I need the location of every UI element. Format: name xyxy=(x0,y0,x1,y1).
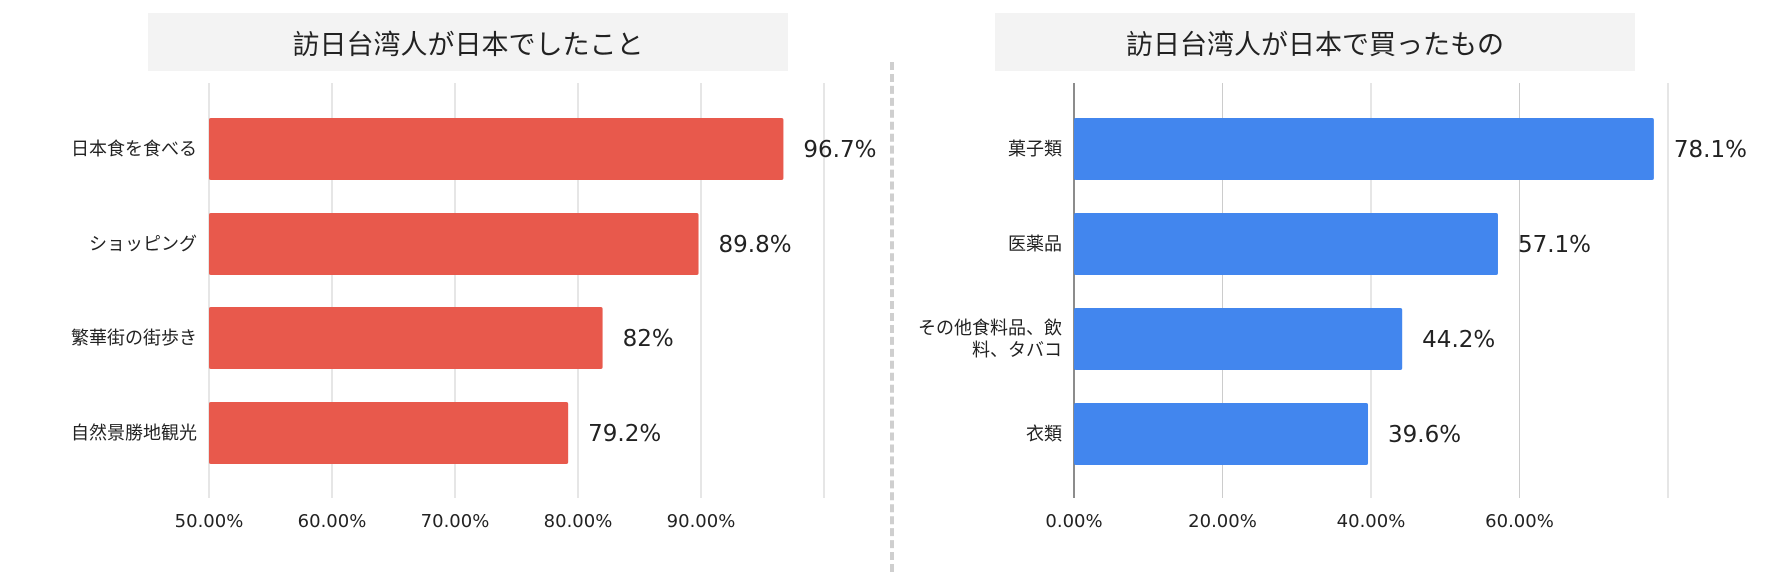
category-label: 自然景勝地観光 xyxy=(71,423,197,444)
right-chart-title: 訪日台湾人が日本で買ったもの xyxy=(995,13,1635,71)
left-bar-chart: 50.00% 60.00% 70.00% 80.00% 90.00% 96.7% 日本食を食… xyxy=(71,83,876,532)
x-tick-label: 70.00% xyxy=(421,511,490,532)
category-label: 菓子類 xyxy=(1008,139,1062,160)
category-label: ショッピング xyxy=(89,234,197,255)
right-bar-chart: 0.00% 20.00% 40.00% 60.00% 78.1% 菓子類 57.1% 医薬品 4… xyxy=(918,83,1747,532)
category-label: その他食料品、飲料、タバコ xyxy=(918,318,1062,361)
bar xyxy=(1074,118,1654,180)
bar xyxy=(209,213,699,275)
bar xyxy=(1074,213,1498,275)
bar xyxy=(1074,308,1403,370)
x-tick-label: 60.00% xyxy=(1485,511,1554,532)
x-tick-label: 80.00% xyxy=(544,511,613,532)
left-chart-title: 訪日台湾人が日本でしたこと xyxy=(148,13,788,71)
bar xyxy=(209,402,569,464)
x-tick-label: 50.00% xyxy=(175,511,244,532)
chart-divider xyxy=(890,62,894,572)
bar xyxy=(1074,403,1369,465)
category-label: 繁華街の街歩き xyxy=(71,328,197,349)
x-tick-label: 40.00% xyxy=(1337,511,1406,532)
value-label: 96.7% xyxy=(803,137,876,163)
value-label: 57.1% xyxy=(1518,232,1591,258)
value-label: 44.2% xyxy=(1422,327,1495,353)
bar xyxy=(209,118,784,180)
bar xyxy=(209,307,603,369)
value-label: 79.2% xyxy=(588,421,661,447)
x-tick-label: 60.00% xyxy=(298,511,367,532)
value-label: 82% xyxy=(623,326,674,352)
value-label: 89.8% xyxy=(719,232,792,258)
x-tick-label: 20.00% xyxy=(1188,511,1257,532)
value-label: 78.1% xyxy=(1674,137,1747,163)
x-tick-label: 0.00% xyxy=(1045,511,1102,532)
category-label: 衣類 xyxy=(1026,424,1062,445)
category-label: 日本食を食べる xyxy=(71,139,197,160)
x-tick-label: 90.00% xyxy=(667,511,736,532)
value-label: 39.6% xyxy=(1388,422,1461,448)
category-label: 医薬品 xyxy=(1008,234,1062,255)
